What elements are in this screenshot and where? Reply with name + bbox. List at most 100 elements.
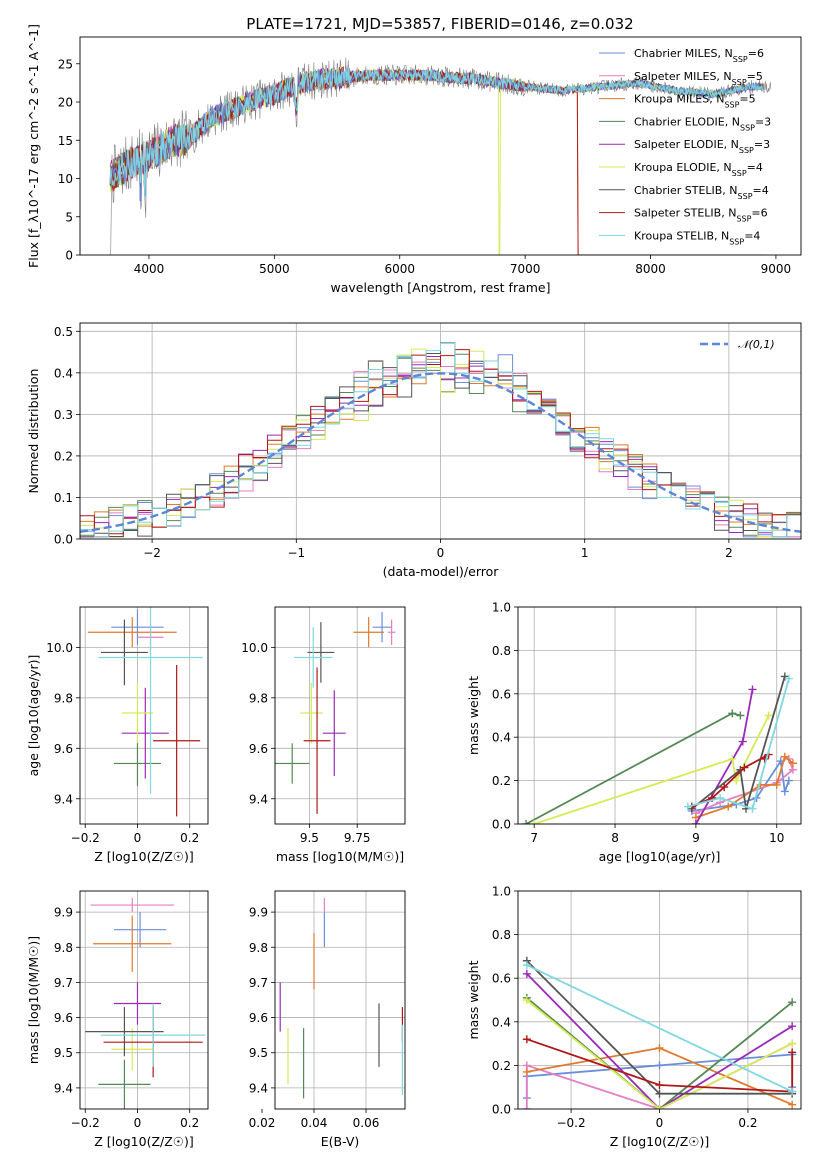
x-axis-label: wavelength [Angstrom, rest frame] (330, 280, 550, 295)
y-tick-label: 10 (58, 172, 73, 186)
y-tick-label: 10.0 (46, 641, 73, 655)
weight-marker (655, 1081, 664, 1090)
plot-area (85, 898, 206, 1109)
x-tick-label: 2 (725, 546, 733, 560)
y-tick-label: 1.0 (492, 601, 511, 615)
weight-marker (788, 1022, 797, 1031)
x-tick-label: 0.06 (353, 1116, 380, 1130)
axes-frame (517, 890, 802, 1110)
panel-mass-vs-EBV: 0.02 0.04 0.06 9.4 9.5 9.6 9.7 9.8 9.9 E(B-V) (249, 890, 406, 1149)
axes-frame (274, 606, 406, 825)
figure-title: PLATE=1721, MJD=53857, FIBERID=0146, z=0… (246, 15, 633, 33)
normal-reference-curve (80, 372, 801, 533)
weight-marker (784, 776, 793, 785)
legend: Chabrier MILES, NSSP=6 Salpeter MILES, NS… (599, 47, 771, 246)
x-tick-label: 10 (769, 831, 784, 845)
panel-age-vs-Z: −0.2 0 0.2 9.4 9.6 9.8 10.0 Z [log10(Z/Z☉)] age … (26, 606, 209, 864)
axes-frame (79, 36, 802, 256)
x-tick-label: 1 (581, 546, 589, 560)
y-tick-label: 0.6 (492, 972, 511, 986)
weight-marker (683, 802, 692, 811)
y-tick-label: 9.7 (54, 976, 73, 990)
series-model-spectrum (109, 66, 764, 198)
legend-entry: Kroupa ELODIE, NSSP=4 (634, 161, 763, 178)
x-tick-label: −0.2 (71, 1116, 100, 1130)
x-axis-label: E(B-V) (321, 1134, 360, 1149)
x-axis-label: (data-model)/error (383, 564, 500, 579)
x-tick-label: 5000 (259, 262, 290, 276)
legend-entry: Chabrier MILES, NSSP=6 (634, 47, 764, 64)
panel-mass-weight-vs-Z: −0.2 0 0.2 0.0 0.2 0.4 0.6 0.8 1.0 Z [log10(Z/Z☉)… (466, 885, 802, 1149)
legend-entry: 𝒩(0,1) (738, 338, 775, 351)
x-tick-label: 9000 (761, 262, 792, 276)
weight-marker (728, 754, 737, 763)
weight-marker (788, 1100, 797, 1109)
weight-marker (748, 685, 757, 694)
x-tick-label: 7 (530, 831, 538, 845)
y-axis-label: age [log10(age/yr)] (26, 655, 41, 777)
axes-frame (79, 890, 209, 1110)
x-tick-label: 0.02 (249, 1116, 276, 1130)
weight-series-line (526, 999, 793, 1109)
weight-marker (728, 709, 737, 718)
weight-marker (780, 752, 789, 761)
plot-area (87, 607, 203, 817)
y-tick-label: 0.2 (492, 1059, 511, 1073)
weight-series-line (691, 676, 786, 810)
weight-series-line (526, 997, 793, 1109)
y-tick-label: 0.6 (492, 687, 511, 701)
weight-marker (655, 1089, 664, 1098)
y-tick-label: 9.4 (249, 1081, 268, 1095)
y-tick-label: 10.0 (241, 641, 268, 655)
plot-area (80, 342, 801, 538)
y-tick-label: 9.6 (249, 1011, 268, 1025)
panel-mass-vs-Z: −0.2 0 0.2 9.4 9.5 9.6 9.7 9.8 9.9 Z [log10(Z/Z☉)… (26, 890, 209, 1149)
y-tick-label: 0.0 (492, 1103, 511, 1117)
weight-marker (788, 759, 797, 768)
axes-frame (79, 606, 209, 825)
panel-spectrum: 4000 5000 6000 7000 8000 9000 0 5 10 15 20 25 wavele… (26, 24, 802, 295)
x-tick-label: 9.5 (300, 831, 319, 845)
weight-marker (522, 1035, 531, 1044)
weight-marker (691, 820, 700, 824)
y-tick-label: 0.5 (54, 325, 73, 339)
weight-marker (522, 969, 531, 978)
y-tick-label: 9.5 (249, 1046, 268, 1060)
x-axis-label: Z [log10(Z/Z☉)] (610, 1134, 710, 1149)
weight-series-line (533, 715, 770, 824)
axes-frame (274, 890, 406, 1110)
y-tick-label: 5 (65, 210, 73, 224)
weight-marker (522, 1105, 531, 1109)
x-tick-label: 8 (611, 831, 619, 845)
x-tick-label: −0.2 (71, 831, 100, 845)
y-tick-label: 9.6 (54, 1011, 73, 1025)
weight-marker (740, 763, 749, 772)
weight-series-line (695, 755, 794, 819)
legend-entry: Chabrier STELIB, NSSP=4 (634, 184, 769, 201)
y-tick-label: 9.9 (249, 906, 268, 920)
weight-marker (780, 672, 789, 681)
weight-series-line (526, 973, 793, 1109)
y-axis-label: Normed distribution (26, 369, 41, 494)
series-model-spectrum (109, 68, 764, 203)
weight-series-line (526, 1038, 794, 1093)
y-tick-label: 25 (58, 57, 73, 71)
x-axis-label: age [log10(age/yr)] (599, 849, 721, 864)
weight-marker (748, 804, 757, 813)
weight-marker (732, 776, 741, 785)
legend-entry: Chabrier ELODIE, NSSP=3 (634, 115, 771, 131)
y-tick-label: 9.8 (54, 941, 73, 955)
weight-marker (724, 802, 733, 811)
y-tick-label: 1.0 (492, 885, 511, 899)
x-tick-label: 0.2 (738, 1116, 757, 1130)
legend-entry: Salpeter STELIB, NSSP=6 (634, 207, 768, 224)
x-tick-label: 9.75 (344, 831, 371, 845)
y-tick-label: 9.8 (249, 691, 268, 705)
y-tick-label: 9.4 (54, 792, 73, 806)
axes-frame (79, 322, 802, 540)
weight-marker (784, 674, 793, 683)
x-tick-label: 7000 (510, 262, 541, 276)
weight-marker (522, 961, 531, 970)
y-tick-label: 0.4 (54, 366, 73, 380)
